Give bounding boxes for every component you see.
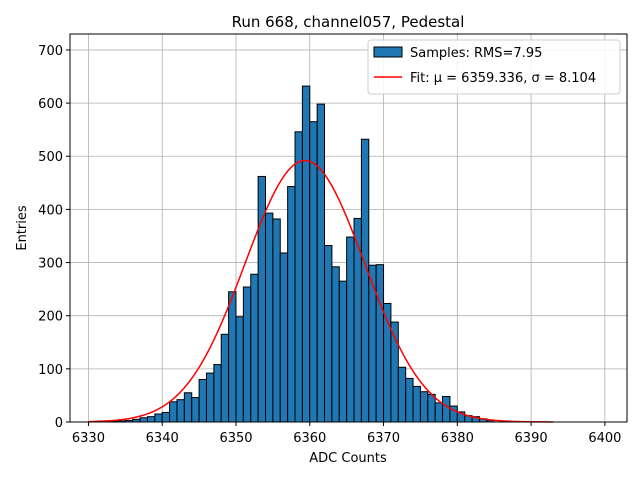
histogram-bar <box>360 138 370 423</box>
x-tick-label: 6390 <box>515 431 548 446</box>
legend-label-fit: Fit: μ = 6359.336, σ = 8.104 <box>410 71 596 86</box>
x-tick-label: 6380 <box>441 431 474 446</box>
histogram-bar <box>265 212 274 423</box>
histogram-bar <box>294 131 303 423</box>
y-tick-label: 0 <box>55 416 63 431</box>
histogram-bar <box>154 413 163 423</box>
histogram-bar <box>412 385 421 423</box>
histogram-bar <box>161 411 171 423</box>
x-tick-label: 6330 <box>72 431 105 446</box>
histogram-bar <box>205 372 215 423</box>
y-tick-label: 100 <box>38 363 63 378</box>
histogram-bar <box>242 286 252 423</box>
histogram-bar <box>176 399 185 423</box>
legend-box <box>367 39 621 95</box>
histogram-bar <box>316 103 326 423</box>
histogram-bar <box>250 273 259 423</box>
histogram-bar <box>309 121 318 423</box>
histogram-bar <box>220 333 230 423</box>
histogram-bar <box>139 417 148 423</box>
histogram-bar <box>198 378 207 423</box>
histogram-bar <box>279 252 289 423</box>
histogram-bar <box>146 416 156 423</box>
legend-label-samples: Samples: RMS=7.95 <box>410 46 542 61</box>
histogram-bar <box>272 218 281 423</box>
fit-curve <box>88 159 554 423</box>
x-axis-label: ADC Counts <box>309 451 387 466</box>
histogram-bar <box>338 280 348 423</box>
chart-title: Run 668, channel057, Pedestal <box>232 13 465 31</box>
histogram-bars <box>110 85 495 423</box>
histogram-bar <box>442 395 451 423</box>
y-tick-label: 200 <box>38 310 63 325</box>
histogram-bar <box>434 402 444 423</box>
y-tick-label: 600 <box>38 97 63 112</box>
y-axis-ticks: 0 100 200 300 400 500 600 700 <box>38 44 70 431</box>
histogram-bar <box>213 364 222 423</box>
histogram-bar <box>375 264 385 423</box>
grid <box>70 34 627 423</box>
histogram-bar <box>346 236 355 423</box>
histogram-bar <box>228 291 237 423</box>
y-tick-label: 700 <box>38 44 63 59</box>
x-tick-label: 6370 <box>367 431 400 446</box>
histogram-bar <box>301 85 311 423</box>
histogram-bar <box>405 377 414 423</box>
y-tick-label: 400 <box>38 203 63 218</box>
histogram-bar <box>191 397 200 423</box>
histogram-bar <box>427 393 436 423</box>
histogram-bar <box>324 245 333 423</box>
histogram-bar <box>169 401 178 423</box>
y-axis-label: Entries <box>15 205 30 251</box>
x-tick-label: 6340 <box>146 431 179 446</box>
histogram-bar <box>183 392 193 423</box>
legend-swatch-samples <box>373 46 403 58</box>
x-tick-label: 6350 <box>219 431 252 446</box>
histogram-bar <box>235 316 244 423</box>
y-tick-label: 300 <box>38 257 63 272</box>
histogram-bar <box>419 391 429 423</box>
x-tick-label: 6400 <box>588 431 621 446</box>
y-tick-label: 500 <box>38 150 63 165</box>
x-tick-label: 6360 <box>293 431 326 446</box>
histogram-bar <box>287 186 296 423</box>
histogram-bar <box>353 217 362 423</box>
histogram-bar <box>397 366 407 423</box>
histogram-bar <box>331 266 340 423</box>
x-axis-ticks: 6330 6340 6350 6360 6370 6380 6390 6400 <box>72 422 621 446</box>
plot-frame <box>69 33 628 423</box>
legend: Samples: RMS=7.95 Fit: μ = 6359.336, σ =… <box>367 39 621 95</box>
